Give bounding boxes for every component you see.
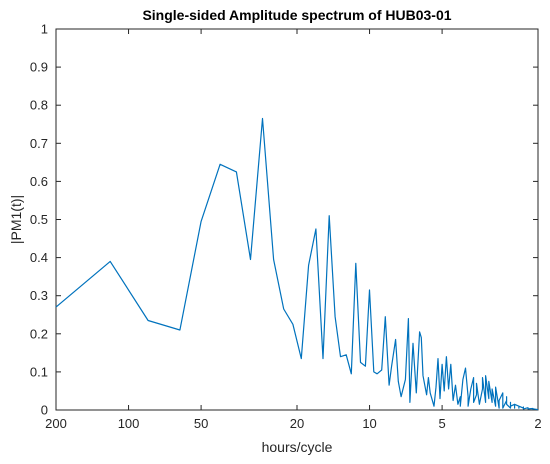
y-tick-label: 0.4 <box>30 250 48 265</box>
y-tick-label: 0.3 <box>30 288 48 303</box>
y-tick-label: 0.6 <box>30 174 48 189</box>
series-layer <box>55 117 539 411</box>
y-tick-label: 0.9 <box>30 60 48 75</box>
x-tick-label: 5 <box>438 416 445 431</box>
y-tick-label: 0.7 <box>30 136 48 151</box>
x-tick-label: 50 <box>194 416 208 431</box>
x-axis-label: hours/cycle <box>262 439 333 455</box>
x-axis: 200 100 50 20 10 5 2 <box>45 29 542 431</box>
plot-frame <box>55 28 539 411</box>
x-tick-label: 100 <box>118 416 140 431</box>
y-tick-label: 0.2 <box>30 326 48 341</box>
y-tick-label: 0.1 <box>30 364 48 379</box>
y-tick-label: 0.5 <box>30 212 48 227</box>
x-tick-label: 200 <box>45 416 67 431</box>
x-tick-label: 10 <box>362 416 376 431</box>
y-tick-label: 0.8 <box>30 98 48 113</box>
chart-title: Single-sided Amplitude spectrum of HUB03… <box>142 7 451 23</box>
y-tick-label: 1 <box>41 22 48 37</box>
x-tick-label: 2 <box>534 416 541 431</box>
series-line <box>55 117 539 411</box>
y-axis-label: |PM1(t)| <box>8 195 24 244</box>
x-tick-label: 20 <box>290 416 304 431</box>
y-tick-label: 0 <box>41 403 48 418</box>
y-axis: 0 0.1 0.2 0.3 0.4 0.5 0.6 0.7 0.8 0.9 1 <box>30 22 538 418</box>
